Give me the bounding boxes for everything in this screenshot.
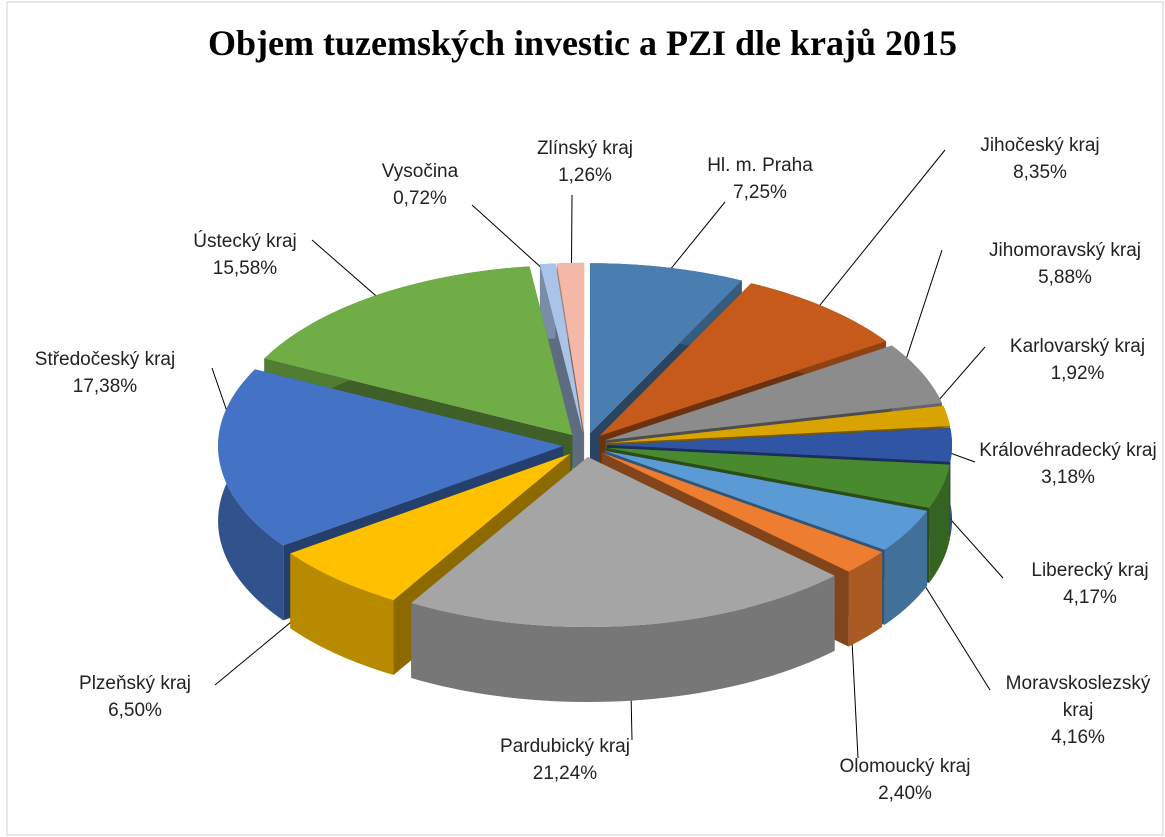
data-label: Pardubický kraj 21,24%: [465, 733, 665, 787]
data-label: Moravskoslezský kraj 4,16%: [988, 670, 1165, 751]
data-label: Olomoucký kraj 2,40%: [810, 753, 1000, 807]
label-value: 4,16%: [1051, 727, 1105, 748]
label-value: 4,17%: [1063, 587, 1117, 608]
chart-title: Objem tuzemských investic a PZI dle kraj…: [208, 23, 957, 63]
label-name: Liberecký kraj: [1031, 560, 1149, 581]
label-value: 5,88%: [1038, 267, 1092, 288]
data-label: Zlínský kraj 1,26%: [520, 135, 650, 189]
label-value: 7,25%: [733, 182, 787, 203]
label-value: 15,58%: [212, 258, 278, 279]
label-name: Moravskoslezský kraj: [1005, 673, 1151, 721]
label-value: 21,24%: [532, 763, 598, 784]
slice: [605, 345, 942, 441]
label-name: Ústecký kraj: [193, 231, 297, 252]
label-name: Zlínský kraj: [536, 138, 634, 159]
label-name: Karlovarský kraj: [1009, 336, 1146, 357]
label-value: 1,92%: [1050, 363, 1105, 384]
data-label: Královéhradecký kraj 3,18%: [978, 437, 1158, 491]
data-label: Jihočeský kraj 8,35%: [940, 132, 1140, 186]
leader-line: [471, 204, 551, 277]
data-label: Ústecký kraj 15,58%: [160, 228, 330, 282]
slice: [589, 263, 742, 434]
label-name: Jihočeský kraj: [980, 135, 1100, 156]
slice-side: [848, 551, 883, 647]
label-value: 1,26%: [558, 165, 612, 186]
leader-line: [570, 194, 573, 275]
slice: [290, 453, 571, 600]
label-value: 3,18%: [1041, 467, 1095, 488]
leader-line: [311, 239, 388, 307]
slice: [599, 283, 887, 436]
label-name: Královéhradecký kraj: [979, 440, 1157, 461]
slice: [601, 452, 883, 572]
data-label: Hl. m. Praha 7,25%: [680, 152, 840, 206]
leader-line: [662, 201, 726, 280]
label-name: Vysočina: [381, 161, 459, 182]
slice: [606, 405, 950, 444]
label-name: Středočeský kraj: [34, 349, 176, 370]
slice: [411, 456, 835, 627]
slice-side: [884, 510, 928, 625]
frame: [6, 1, 1164, 836]
slice: [607, 427, 952, 462]
data-label: Plzeňský kraj 6,50%: [40, 670, 230, 724]
slice: [604, 450, 928, 550]
slice: [218, 369, 564, 546]
label-value: 6,50%: [108, 700, 162, 721]
data-label: Liberecký kraj 4,17%: [1005, 557, 1165, 611]
data-label: Středočeský kraj 17,38%: [10, 346, 200, 400]
slice: [539, 263, 583, 433]
slice-side: [290, 553, 394, 675]
slice: [556, 262, 585, 433]
label-value: 0,72%: [393, 188, 447, 209]
label-name: Olomoucký kraj: [839, 756, 971, 777]
leader-line: [899, 249, 943, 378]
data-label: Vysočina 0,72%: [360, 158, 480, 212]
slice: [606, 447, 950, 508]
label-name: Jihomoravský kraj: [988, 240, 1142, 261]
data-label: Jihomoravský kraj 5,88%: [960, 237, 1165, 291]
slice-side: [929, 464, 950, 583]
label-value: 17,38%: [72, 376, 138, 397]
slice-side: [411, 575, 835, 702]
label-value: 2,40%: [878, 783, 932, 804]
label-name: Pardubický kraj: [500, 736, 630, 757]
label-name: Hl. m. Praha: [707, 155, 813, 176]
label-name: Plzeňský kraj: [79, 673, 191, 694]
data-label: Karlovarský kraj 1,92%: [985, 333, 1165, 387]
slice: [264, 266, 573, 436]
label-value: 8,35%: [1013, 162, 1067, 183]
leader-line: [810, 149, 946, 318]
